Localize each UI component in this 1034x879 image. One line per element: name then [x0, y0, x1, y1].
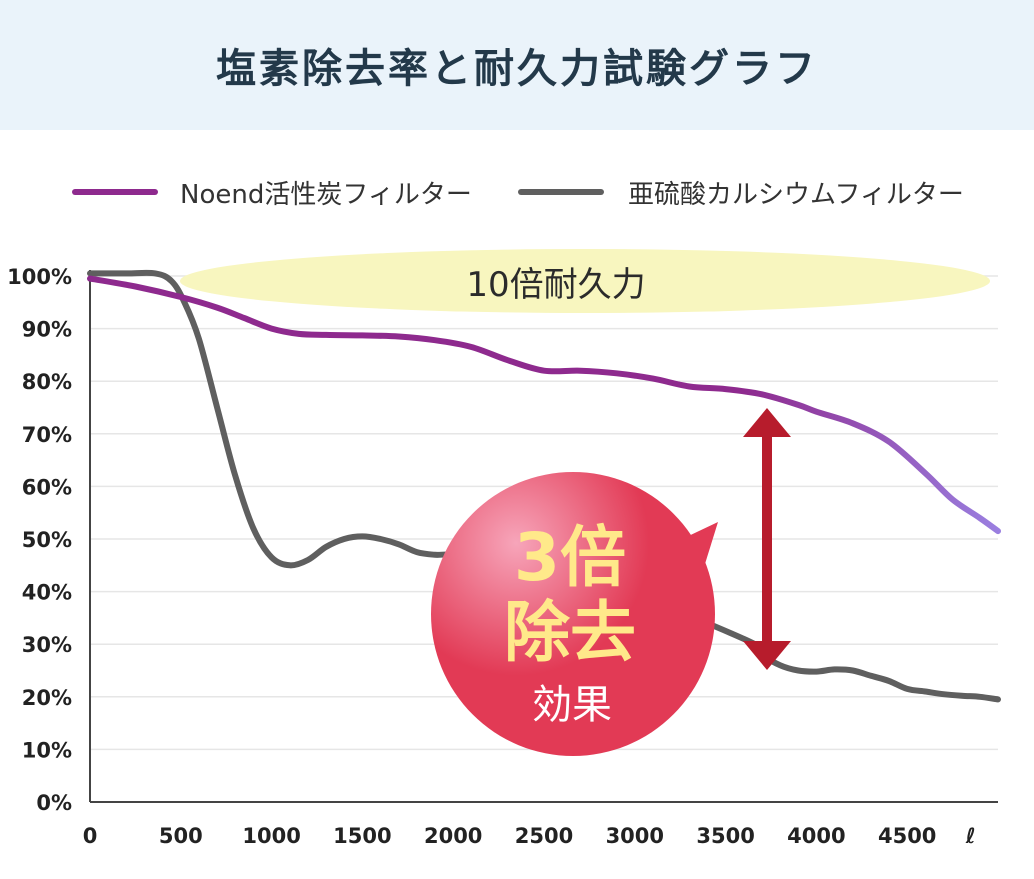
- x-tick-label: 500: [159, 824, 203, 848]
- x-tick-label: 0: [83, 824, 98, 848]
- y-axis-ticks: 0% 10% 20% 30% 40% 50% 60% 70% 80% 90% 100%: [7, 265, 72, 815]
- difference-arrow: [743, 408, 791, 670]
- y-tick-label: 60%: [22, 475, 72, 499]
- legend-swatch-sulfite: [518, 189, 604, 195]
- y-tick-label: 100%: [7, 265, 72, 289]
- y-tick-label: 30%: [22, 633, 72, 657]
- x-tick-label: 3500: [696, 824, 754, 848]
- legend-label-sulfite: 亜硫酸カルシウムフィルター: [628, 180, 964, 210]
- badge-circle: [431, 472, 715, 756]
- durability-highlight: [180, 249, 990, 313]
- x-tick-label: 4500: [878, 824, 936, 848]
- arrow-head-down: [743, 641, 791, 670]
- page-title: 塩素除去率と耐久力試験グラフ: [216, 46, 818, 92]
- x-axis-ticks: 0 500 1000 1500 2000 2500 3000 3500 4000 4500 ℓ: [83, 824, 976, 848]
- x-tick-label: 1500: [333, 824, 391, 848]
- y-tick-label: 40%: [22, 581, 72, 605]
- series-line-noend: [87, 275, 1001, 535]
- legend-label-noend: Noend活性炭フィルター: [180, 180, 472, 210]
- y-tick-label: 20%: [22, 686, 72, 710]
- x-tick-label: 4000: [787, 824, 845, 848]
- arrow-head-up: [743, 408, 791, 437]
- x-unit-label: ℓ: [965, 824, 976, 848]
- badge-line-2: 除去: [504, 594, 636, 671]
- x-tick-label: 2500: [515, 824, 573, 848]
- y-tick-label: 10%: [22, 738, 72, 762]
- x-tick-label: 3000: [606, 824, 664, 848]
- y-tick-label: 50%: [22, 528, 72, 552]
- axes: [89, 270, 998, 803]
- title-banner: 塩素除去率と耐久力試験グラフ: [0, 0, 1034, 130]
- legend-swatch-noend: [72, 189, 158, 195]
- y-tick-label: 90%: [22, 318, 72, 342]
- badge-line-3: 効果: [532, 682, 612, 728]
- durability-label: 10倍耐久力: [466, 265, 645, 305]
- legend: Noend活性炭フィルター 亜硫酸カルシウムフィルター: [0, 172, 1034, 212]
- x-tick-label: 1000: [242, 824, 300, 848]
- y-tick-label: 80%: [22, 370, 72, 394]
- y-tick-label: 0%: [36, 791, 72, 815]
- badge-line-1: 3倍: [514, 519, 626, 596]
- removal-effect-badge: 3倍 除去 効果: [431, 472, 718, 756]
- x-tick-label: 2000: [424, 824, 482, 848]
- y-tick-label: 70%: [22, 423, 72, 447]
